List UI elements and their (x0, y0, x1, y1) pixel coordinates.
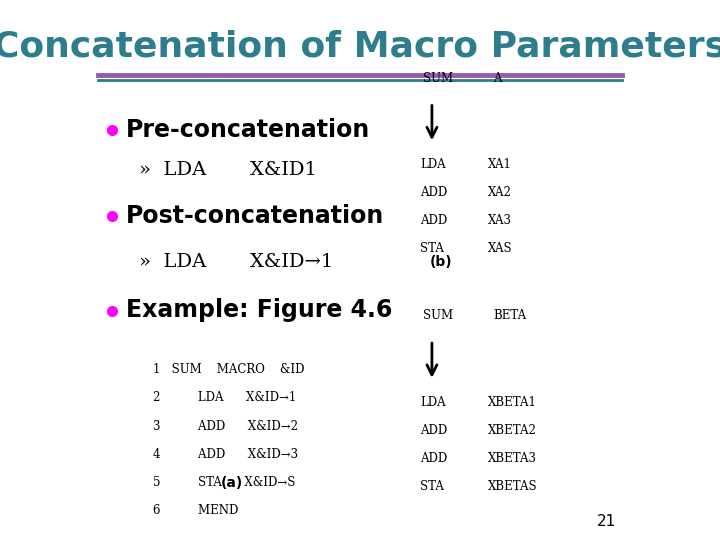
Text: 4          ADD      X&ID→3: 4 ADD X&ID→3 (153, 448, 298, 461)
Text: ADD: ADD (420, 214, 447, 227)
Text: BETA: BETA (493, 309, 526, 322)
Text: Example: Figure 4.6: Example: Figure 4.6 (126, 299, 392, 322)
Text: 1   SUM    MACRO    &ID: 1 SUM MACRO &ID (153, 363, 305, 376)
Text: »  LDA       X&ID→1: » LDA X&ID→1 (140, 253, 333, 271)
Text: ADD: ADD (420, 452, 447, 465)
Text: XA1: XA1 (488, 158, 512, 171)
Text: LDA: LDA (420, 396, 446, 409)
Text: »  LDA       X&ID1: » LDA X&ID1 (140, 161, 318, 179)
Text: LDA: LDA (420, 158, 446, 171)
Text: XAS: XAS (488, 242, 513, 255)
Text: ADD: ADD (420, 186, 447, 199)
Text: Post-concatenation: Post-concatenation (126, 204, 384, 228)
Text: 5          STA      X&ID→S: 5 STA X&ID→S (153, 476, 295, 489)
Text: 3          ADD      X&ID→2: 3 ADD X&ID→2 (153, 420, 298, 433)
Text: A: A (493, 72, 502, 85)
Text: Concatenation of Macro Parameters: Concatenation of Macro Parameters (0, 30, 720, 64)
Text: XBETA1: XBETA1 (488, 396, 537, 409)
Text: XBETA3: XBETA3 (488, 452, 537, 465)
Text: XA2: XA2 (488, 186, 512, 199)
Text: XBETA2: XBETA2 (488, 424, 537, 437)
Text: ADD: ADD (420, 424, 447, 437)
Text: STA: STA (420, 242, 444, 255)
Text: XBETAS: XBETAS (488, 480, 538, 493)
Text: SUM: SUM (423, 72, 453, 85)
Text: (b): (b) (429, 255, 452, 269)
Text: 21: 21 (597, 514, 616, 529)
Text: STA: STA (420, 480, 444, 493)
Text: 2          LDA      X&ID→1: 2 LDA X&ID→1 (153, 392, 296, 404)
Text: 6          MEND: 6 MEND (153, 504, 238, 517)
Text: XA3: XA3 (488, 214, 512, 227)
Text: (a): (a) (221, 476, 243, 490)
Text: SUM: SUM (423, 309, 453, 322)
Text: Pre-concatenation: Pre-concatenation (126, 118, 370, 141)
